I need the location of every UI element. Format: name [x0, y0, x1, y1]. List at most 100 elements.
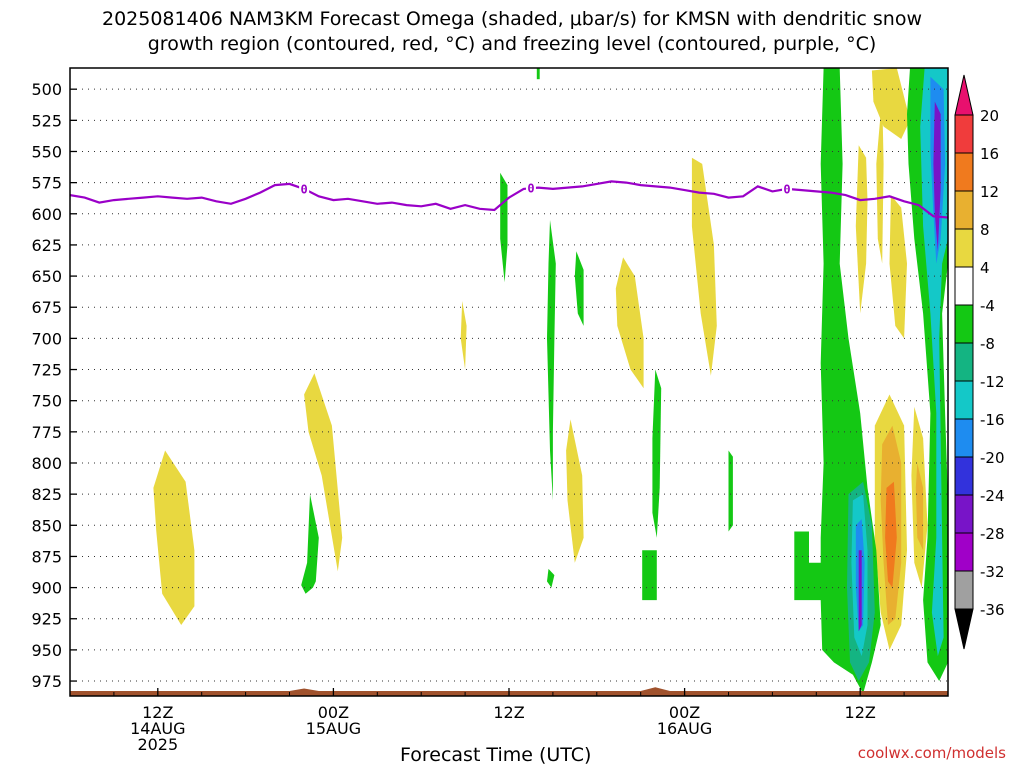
omega-region-pos-f [691, 157, 717, 376]
y-tick-label-625: 625 [31, 236, 62, 255]
omega-region-neg-f [574, 251, 584, 326]
colorbar-label: -36 [980, 601, 1005, 619]
omega-region-pos-k3 [885, 481, 897, 588]
colorbar-label: -16 [980, 411, 1005, 429]
y-tick-label-575: 575 [31, 174, 62, 193]
omega-colorbar: 20 16 12 8 4 -4 -8 -12 -16 -20 -24 -28 -32 -36 [954, 74, 1005, 650]
y-tick-label-525: 525 [31, 111, 62, 130]
omega-region-pos-j [889, 195, 907, 339]
freezing-level-line [70, 180, 948, 219]
y-tick-label-725: 725 [31, 361, 62, 380]
y-tick-label-675: 675 [31, 298, 62, 317]
colorbar-band [954, 380, 974, 420]
omega-region-pos-i [871, 68, 910, 139]
y-tick-label-775: 775 [31, 423, 62, 442]
x-axis-title: Forecast Time (UTC) [400, 744, 592, 766]
omega-region-neg-b [500, 172, 508, 283]
colorbar-label: -4 [980, 297, 995, 315]
plot-frame [69, 67, 949, 697]
omega-shading-layer [153, 68, 948, 694]
colorbar-band [954, 456, 974, 496]
axis-labels-layer: 500 525 550 575 600 625 650 675 700 725 750 775 800 8… [31, 80, 949, 754]
colorbar-label: -32 [980, 563, 1005, 581]
freezing-level-label: 0 [527, 182, 534, 196]
freezing-level-label: 0 [783, 182, 790, 196]
omega-region-pos-c [460, 301, 467, 370]
x-tick-label: 00Z [318, 703, 349, 722]
x-tick-label: 12Z [142, 703, 173, 722]
colorbar-label: 16 [980, 145, 999, 163]
y-tick-label-600: 600 [31, 205, 62, 224]
omega-region-neg-l4 [933, 101, 941, 252]
y-tick-label-825: 825 [31, 485, 62, 504]
y-tick-label-550: 550 [31, 142, 62, 161]
omega-region-neg-g [652, 369, 662, 538]
omega-region-pos-b [304, 373, 343, 572]
freezing-level-label: 0 [301, 182, 308, 196]
x-tick-label: 14AUG [130, 719, 185, 738]
freezing-level-contour-layer: 0 0 0 [70, 180, 948, 219]
colorbar-label: 8 [980, 221, 990, 239]
colorbar-label: 12 [980, 183, 999, 201]
omega-region-pos-e [615, 257, 644, 389]
omega-region-neg-j [794, 531, 827, 601]
x-tick-label: 2025 [137, 735, 178, 754]
y-tick-label-800: 800 [31, 454, 62, 473]
x-tick-label: 12Z [493, 703, 524, 722]
x-tick-label: 00Z [669, 703, 700, 722]
omega-region-pos-h [876, 95, 884, 264]
colorbar-bottom-arrow [954, 608, 974, 650]
y-tick-label-975: 975 [31, 672, 62, 691]
omega-region-pos-a [153, 450, 195, 625]
omega-region-neg-a [301, 494, 319, 594]
y-tick-label-950: 950 [31, 641, 62, 660]
y-tick-label-925: 925 [31, 610, 62, 629]
x-tick-label: 16AUG [657, 719, 712, 738]
y-tick-label-650: 650 [31, 267, 62, 286]
y-tick-label-900: 900 [31, 579, 62, 598]
omega-region-neg-d [547, 220, 556, 501]
colorbar-band [954, 152, 974, 192]
colorbar-band [954, 494, 974, 534]
omega-region-pos-d [566, 419, 584, 563]
omega-region-pos-g [855, 145, 868, 314]
freezing-level-label-bg [782, 181, 793, 195]
colorbar-label: 20 [980, 107, 999, 125]
colorbar-label: -24 [980, 487, 1005, 505]
freezing-level-label-bg [525, 181, 536, 195]
colorbar-band [954, 304, 974, 344]
pressure-gridlines [70, 88, 948, 682]
colorbar-band [954, 228, 974, 268]
y-tick-label-875: 875 [31, 547, 62, 566]
omega-region-neg-h [642, 550, 657, 601]
chart-title-line-1: 2025081406 NAM3KM Forecast Omega (shaded… [101, 8, 923, 30]
omega-region-pos-l2 [915, 463, 924, 551]
colorbar-band [954, 532, 974, 572]
y-tick-label-850: 850 [31, 516, 62, 535]
colorbar-label: -28 [980, 525, 1005, 543]
colorbar-label: -20 [980, 449, 1005, 467]
omega-region-neg-c [536, 68, 540, 80]
colorbar-band [954, 418, 974, 458]
x-tick-label: 12Z [845, 703, 876, 722]
source-credit: coolwx.com/models [857, 744, 1006, 762]
colorbar-band [954, 114, 974, 154]
omega-region-neg-e [547, 568, 555, 588]
colorbar-band [954, 342, 974, 382]
colorbar-band [954, 570, 974, 610]
colorbar-label: 4 [980, 259, 990, 277]
colorbar-top-arrow [954, 74, 974, 116]
omega-region-neg-m4 [858, 550, 862, 632]
colorbar-label: -8 [980, 335, 995, 353]
x-tick-label: 15AUG [306, 719, 361, 738]
freezing-level-label-bg [299, 181, 310, 195]
y-tick-label-700: 700 [31, 329, 62, 348]
colorbar-band [954, 266, 974, 306]
colorbar-band [954, 190, 974, 230]
colorbar-label: -12 [980, 373, 1005, 391]
y-tick-label-500: 500 [31, 80, 62, 99]
omega-region-neg-i [728, 450, 733, 532]
y-tick-label-750: 750 [31, 392, 62, 411]
chart-title-line-2: growth region (contoured, red, °C) and f… [147, 33, 877, 55]
